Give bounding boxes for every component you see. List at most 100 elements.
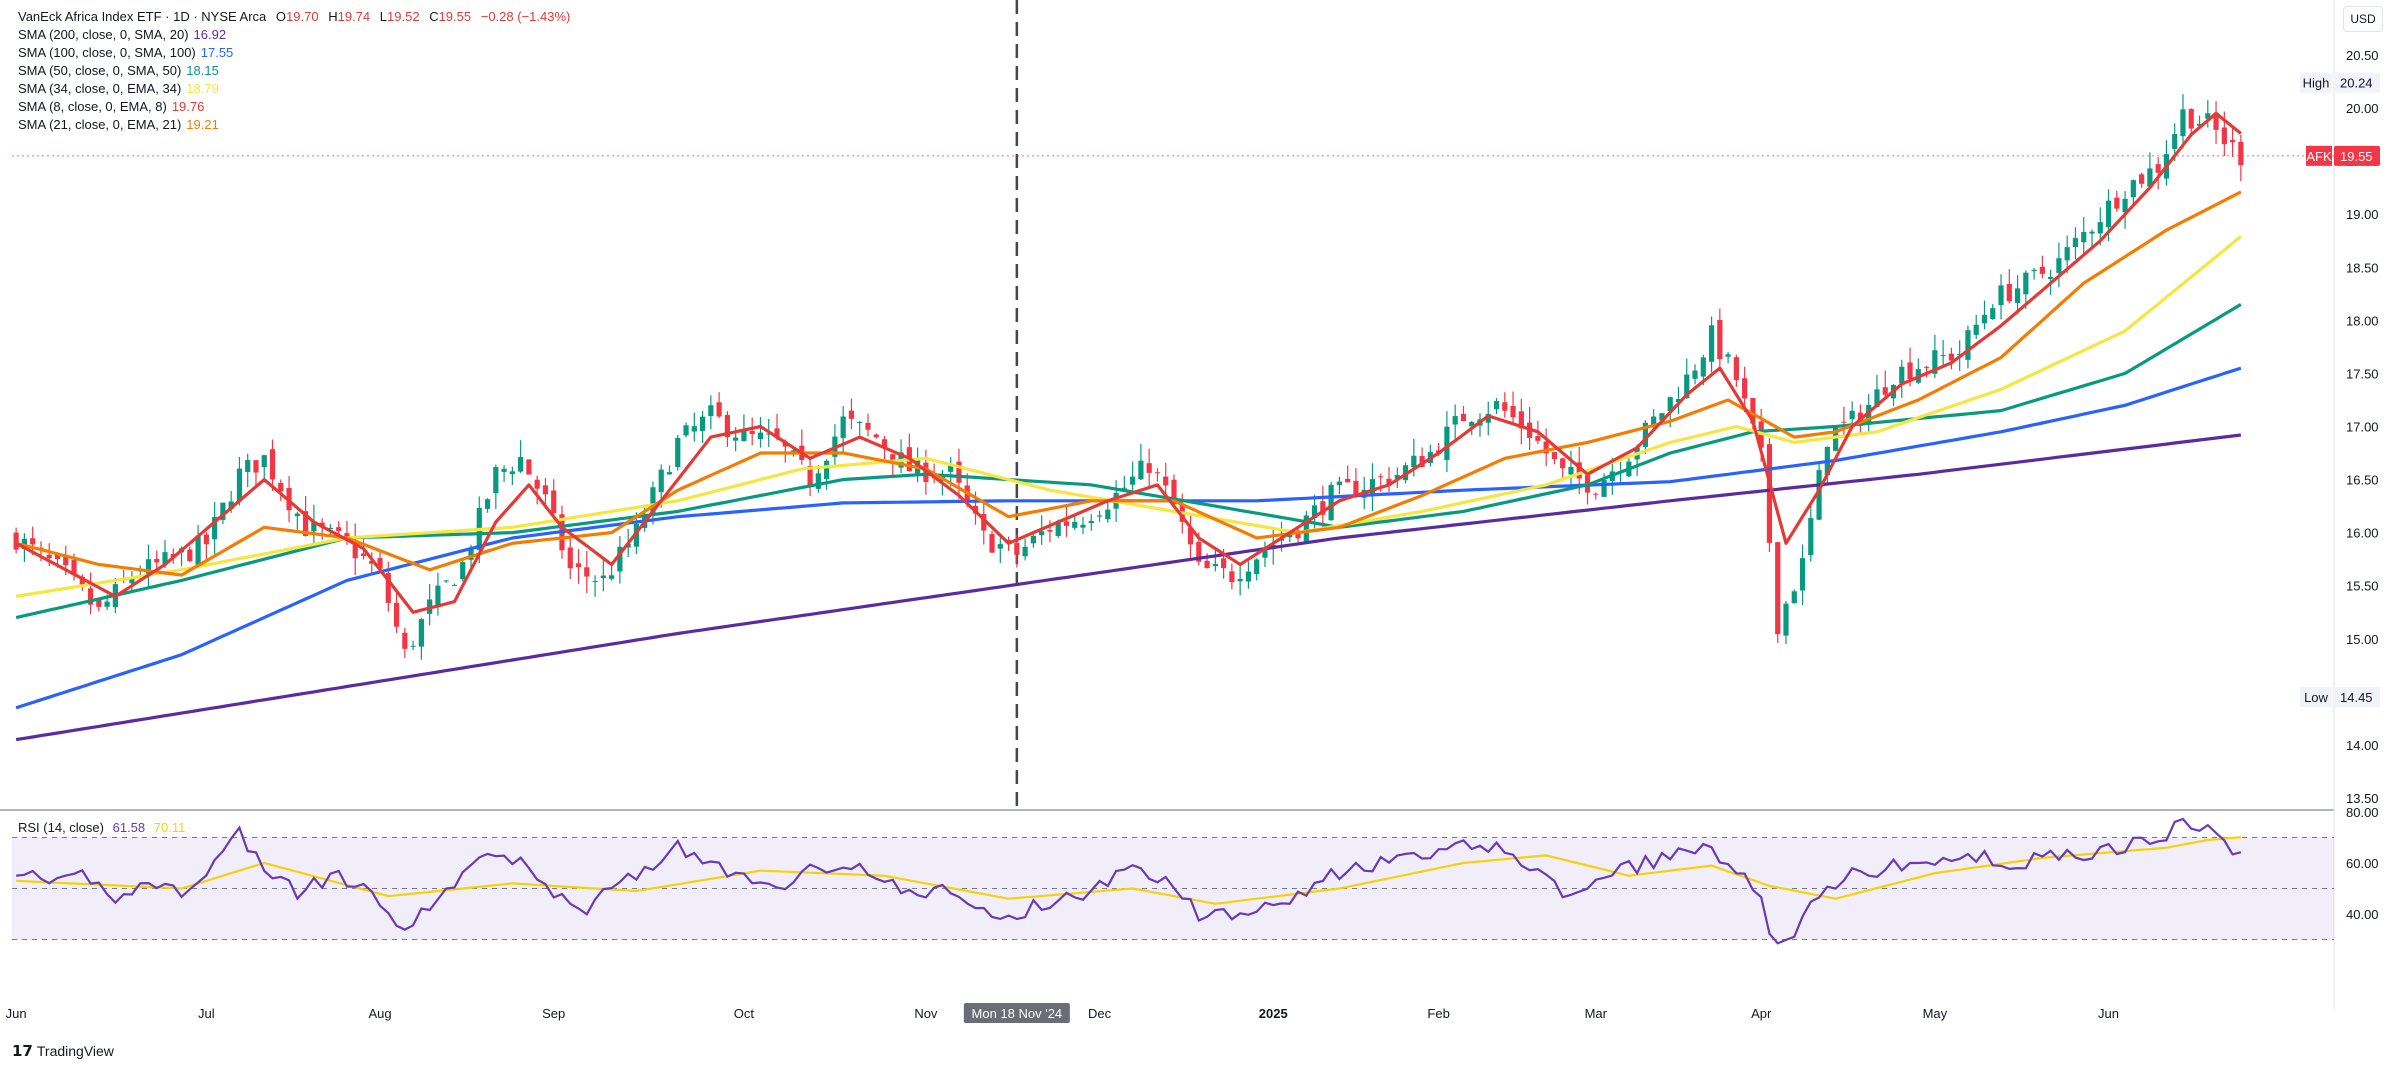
tag-value-box: [2334, 72, 2380, 93]
candle-body: [2048, 276, 2054, 279]
crosshair-time-label: Mon 18 Nov '24: [972, 1006, 1063, 1021]
candle-body: [2130, 180, 2136, 198]
candle-body: [460, 562, 466, 580]
candle-body: [1204, 560, 1210, 569]
candle-body: [1444, 426, 1450, 460]
candle-body: [1766, 444, 1773, 543]
candle-body: [1221, 558, 1227, 569]
candle-body: [2221, 127, 2227, 145]
candle-body: [418, 619, 424, 647]
legend-sma100[interactable]: SMA (100, close, 0, SMA, 100) 17.55: [18, 45, 234, 60]
candle-body: [212, 517, 218, 540]
candle-body: [2180, 109, 2186, 137]
candle-body: [402, 632, 408, 649]
ma-line-SMA (21, close, 0, EMA, 21): [15, 190, 2242, 577]
candle-body: [815, 473, 821, 489]
candle-body: [733, 437, 739, 441]
candle-body: [989, 533, 995, 553]
candle-body: [1229, 571, 1235, 583]
candle-body: [162, 552, 168, 564]
candle-body: [145, 559, 152, 577]
candle-body: [600, 575, 606, 579]
tradingview-icon: 𝟭𝟳: [12, 1043, 33, 1060]
candle-body: [1948, 353, 1955, 361]
candle-body: [1287, 534, 1293, 538]
candle-body: [1551, 452, 1558, 460]
candle-body: [228, 501, 234, 510]
candle-body: [195, 535, 201, 565]
candle-body: [1245, 571, 1252, 582]
price-tick-label: 20.50: [2346, 48, 2379, 63]
candle-body: [13, 532, 19, 550]
candle-body: [2056, 258, 2062, 273]
tradingview-logo[interactable]: 𝟭𝟳 TradingView: [12, 1042, 114, 1060]
candle-body: [1733, 357, 1739, 380]
candle-body: [1833, 427, 1839, 451]
candle-body: [1121, 487, 1127, 489]
legend-ema21[interactable]: SMA (21, close, 0, EMA, 21) 19.21: [18, 117, 219, 132]
candle-body: [699, 416, 706, 431]
candle-body: [592, 581, 598, 583]
candle-body: [1849, 410, 1855, 420]
candle-body: [1088, 520, 1094, 524]
candle-body: [1866, 404, 1872, 425]
candle-body: [2014, 288, 2021, 303]
legend-ema8[interactable]: SMA (8, close, 0, EMA, 8) 19.76: [18, 99, 205, 114]
candle-body: [1196, 542, 1202, 562]
candle-body: [2229, 140, 2236, 143]
time-label: Feb: [1427, 1006, 1449, 1021]
candle-body: [1692, 370, 1698, 379]
price-tick-label: 19.00: [2346, 207, 2379, 222]
candle-body: [360, 553, 367, 557]
candle-body: [1096, 515, 1103, 517]
legend-sma50[interactable]: SMA (50, close, 0, SMA, 50) 18.15: [18, 63, 219, 78]
candle-body: [956, 461, 962, 483]
candle-body: [1816, 470, 1822, 520]
candle-body: [203, 534, 209, 545]
legend-sma200[interactable]: SMA (200, close, 0, SMA, 20) 16.92: [18, 27, 227, 42]
price-tick-label: 20.00: [2346, 101, 2379, 116]
legend-value: 18.15: [186, 63, 219, 78]
tag-value: 20.24: [2340, 76, 2373, 91]
candle-body: [2031, 269, 2037, 272]
candle-body: [865, 422, 871, 430]
tag-label-box: [2300, 687, 2332, 708]
candle-body: [584, 567, 590, 577]
legend-value: 17.55: [200, 45, 234, 60]
candle-body: [1460, 413, 1467, 422]
candle-body: [484, 499, 491, 509]
candle-body: [261, 455, 267, 468]
rsi-ma-line: [16, 836, 2241, 905]
candle-body: [79, 576, 85, 586]
change-value: −0.28 (−1.43%): [480, 9, 571, 24]
currency-button[interactable]: USD: [2343, 6, 2383, 32]
candle-body: [1717, 319, 1723, 360]
candle-body: [1518, 411, 1524, 429]
candle-body: [766, 433, 772, 435]
candle-body: [2064, 247, 2070, 261]
candle-body: [1783, 603, 1789, 636]
candle-body: [807, 465, 813, 487]
legend-ema34[interactable]: SMA (34, close, 0, EMA, 34) 18.79: [18, 81, 219, 96]
tag-label-box: [2306, 145, 2332, 166]
ma-line-SMA (200, close, 0, SMA, 20): [15, 433, 2242, 742]
candle-body: [187, 549, 193, 562]
candle-body: [1171, 479, 1177, 505]
candle-body: [774, 428, 780, 438]
candle-body: [1130, 476, 1136, 485]
candle-body: [327, 527, 334, 529]
tag-value-box: [2334, 145, 2380, 166]
price-tags: High 20.24 AFK 19.55 Low 14.45: [2300, 72, 2380, 708]
candle-body: [1899, 366, 1905, 384]
rsi-tick-label: 40.00: [2346, 907, 2379, 922]
candle-body: [2205, 113, 2211, 119]
price-tag-Low: Low 14.45: [2300, 687, 2380, 708]
indicator-legend: VanEck Africa Index ETF · 1D · NYSE Arca…: [18, 8, 570, 134]
rsi-tick-label: 60.00: [2346, 856, 2379, 871]
candle-body: [253, 460, 259, 473]
candle-body: [1601, 479, 1607, 497]
rsi-legend[interactable]: RSI (14, close) 61.58 70.11: [18, 820, 185, 835]
candle-body: [1568, 466, 1574, 475]
candle-body: [30, 538, 36, 545]
